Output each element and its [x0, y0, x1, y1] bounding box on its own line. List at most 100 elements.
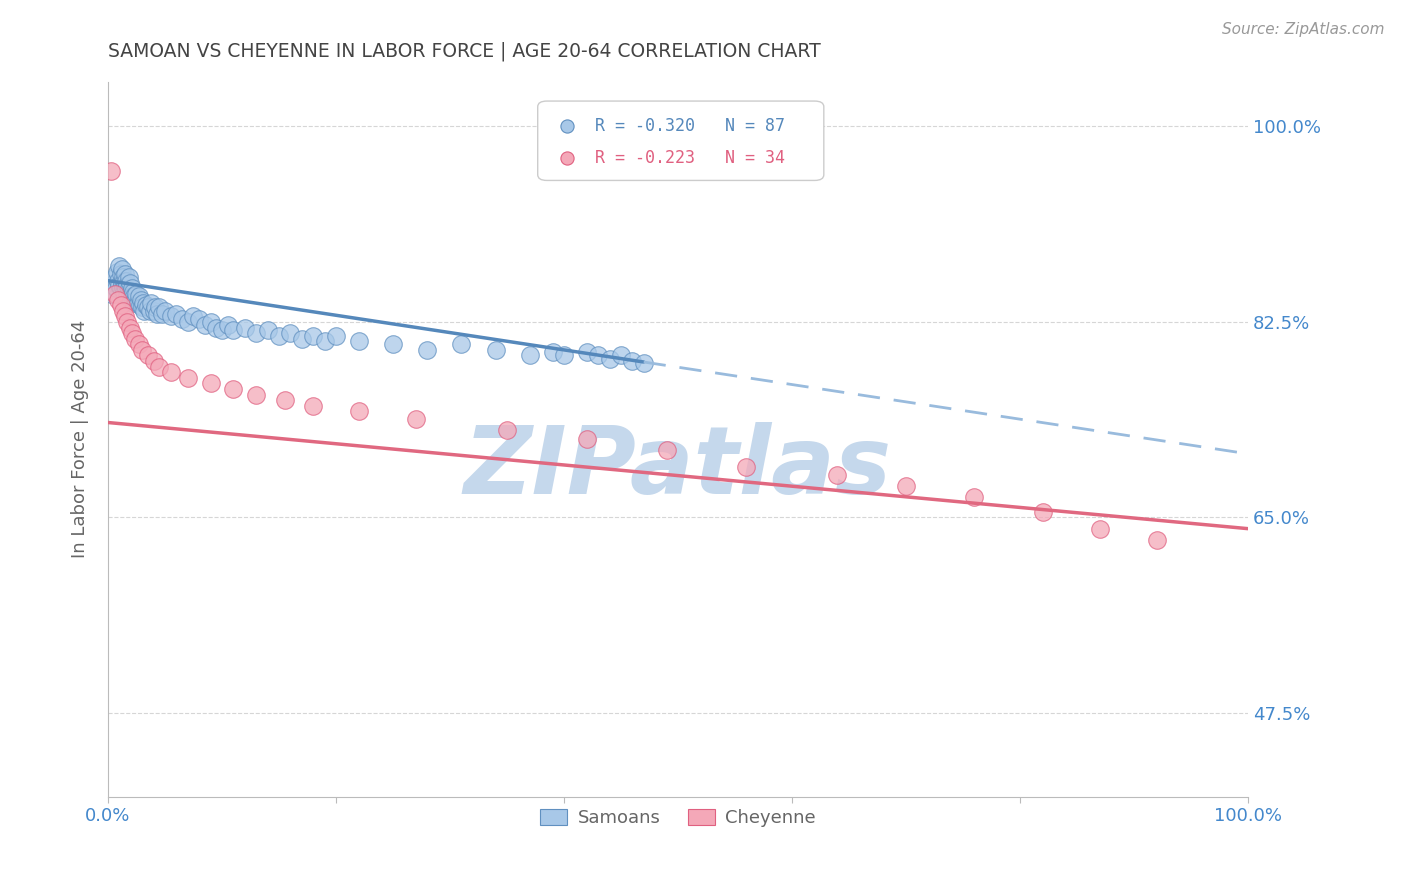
- Point: [107, 274, 129, 288]
- Text: R = -0.320   N = 87: R = -0.320 N = 87: [595, 117, 785, 135]
- Point: [165, 307, 187, 321]
- Point: [122, 285, 145, 299]
- Point: [111, 281, 134, 295]
- Point: [104, 270, 127, 285]
- Point: [142, 354, 165, 368]
- Point: [100, 164, 122, 178]
- Point: [245, 326, 267, 340]
- Point: [541, 345, 564, 359]
- Point: [416, 343, 439, 357]
- Point: [205, 320, 228, 334]
- Point: [118, 287, 141, 301]
- Point: [117, 270, 139, 285]
- Point: [183, 310, 205, 324]
- Point: [450, 337, 472, 351]
- Point: [104, 281, 127, 295]
- Point: [894, 479, 917, 493]
- Point: [347, 334, 370, 348]
- Point: [121, 281, 143, 295]
- Point: [131, 343, 153, 357]
- Point: [553, 349, 575, 363]
- Point: [122, 296, 145, 310]
- Point: [291, 332, 314, 346]
- Point: [124, 293, 146, 307]
- Point: [575, 345, 598, 359]
- Point: [256, 323, 278, 337]
- Point: [143, 301, 166, 315]
- Point: [110, 298, 132, 312]
- Point: [194, 318, 217, 333]
- Point: [557, 238, 579, 252]
- Text: SAMOAN VS CHEYENNE IN LABOR FORCE | AGE 20-64 CORRELATION CHART: SAMOAN VS CHEYENNE IN LABOR FORCE | AGE …: [108, 42, 821, 62]
- Point: [136, 349, 159, 363]
- Point: [139, 303, 162, 318]
- Point: [112, 274, 135, 288]
- Text: ZIPatlas: ZIPatlas: [464, 422, 891, 514]
- Point: [108, 259, 131, 273]
- Point: [132, 296, 155, 310]
- Point: [273, 393, 295, 408]
- Point: [314, 334, 336, 348]
- Point: [111, 270, 134, 285]
- Point: [134, 303, 156, 318]
- Point: [655, 443, 678, 458]
- Point: [115, 274, 138, 288]
- Point: [222, 323, 245, 337]
- Point: [110, 281, 132, 295]
- Point: [117, 281, 139, 295]
- Point: [114, 267, 136, 281]
- Point: [245, 387, 267, 401]
- Point: [233, 320, 256, 334]
- Point: [599, 351, 621, 366]
- Point: [125, 287, 148, 301]
- Point: [128, 289, 150, 303]
- Point: [200, 376, 222, 391]
- Point: [153, 303, 176, 318]
- Point: [267, 329, 290, 343]
- Point: [114, 278, 136, 293]
- Point: [302, 329, 325, 343]
- Point: [159, 310, 181, 324]
- Point: [177, 371, 200, 385]
- Text: Source: ZipAtlas.com: Source: ZipAtlas.com: [1222, 22, 1385, 37]
- Point: [107, 293, 129, 307]
- Point: [127, 296, 149, 310]
- Point: [120, 293, 142, 307]
- Point: [735, 460, 758, 475]
- Y-axis label: In Labor Force | Age 20-64: In Labor Force | Age 20-64: [72, 320, 89, 558]
- Point: [325, 329, 347, 343]
- Point: [118, 276, 141, 290]
- Point: [1088, 522, 1111, 536]
- Point: [131, 301, 153, 315]
- Point: [135, 298, 157, 312]
- Point: [142, 303, 165, 318]
- Point: [496, 423, 519, 437]
- Point: [621, 354, 644, 368]
- Point: [104, 287, 127, 301]
- FancyBboxPatch shape: [537, 101, 824, 180]
- Point: [150, 307, 173, 321]
- Point: [200, 315, 222, 329]
- Point: [217, 318, 239, 333]
- Point: [963, 491, 986, 505]
- Point: [148, 301, 170, 315]
- Point: [117, 315, 139, 329]
- Point: [124, 332, 146, 346]
- Point: [117, 289, 139, 303]
- Point: [633, 356, 655, 370]
- Point: [222, 382, 245, 396]
- Point: [211, 323, 233, 337]
- Point: [114, 310, 136, 324]
- Point: [111, 276, 134, 290]
- Point: [172, 311, 194, 326]
- Point: [177, 315, 200, 329]
- Point: [519, 349, 541, 363]
- Point: [115, 281, 138, 295]
- Point: [110, 267, 132, 281]
- Point: [141, 296, 163, 310]
- Point: [120, 285, 142, 299]
- Legend: Samoans, Cheyenne: Samoans, Cheyenne: [533, 802, 824, 834]
- Point: [117, 278, 139, 293]
- Point: [1032, 505, 1054, 519]
- Point: [188, 311, 211, 326]
